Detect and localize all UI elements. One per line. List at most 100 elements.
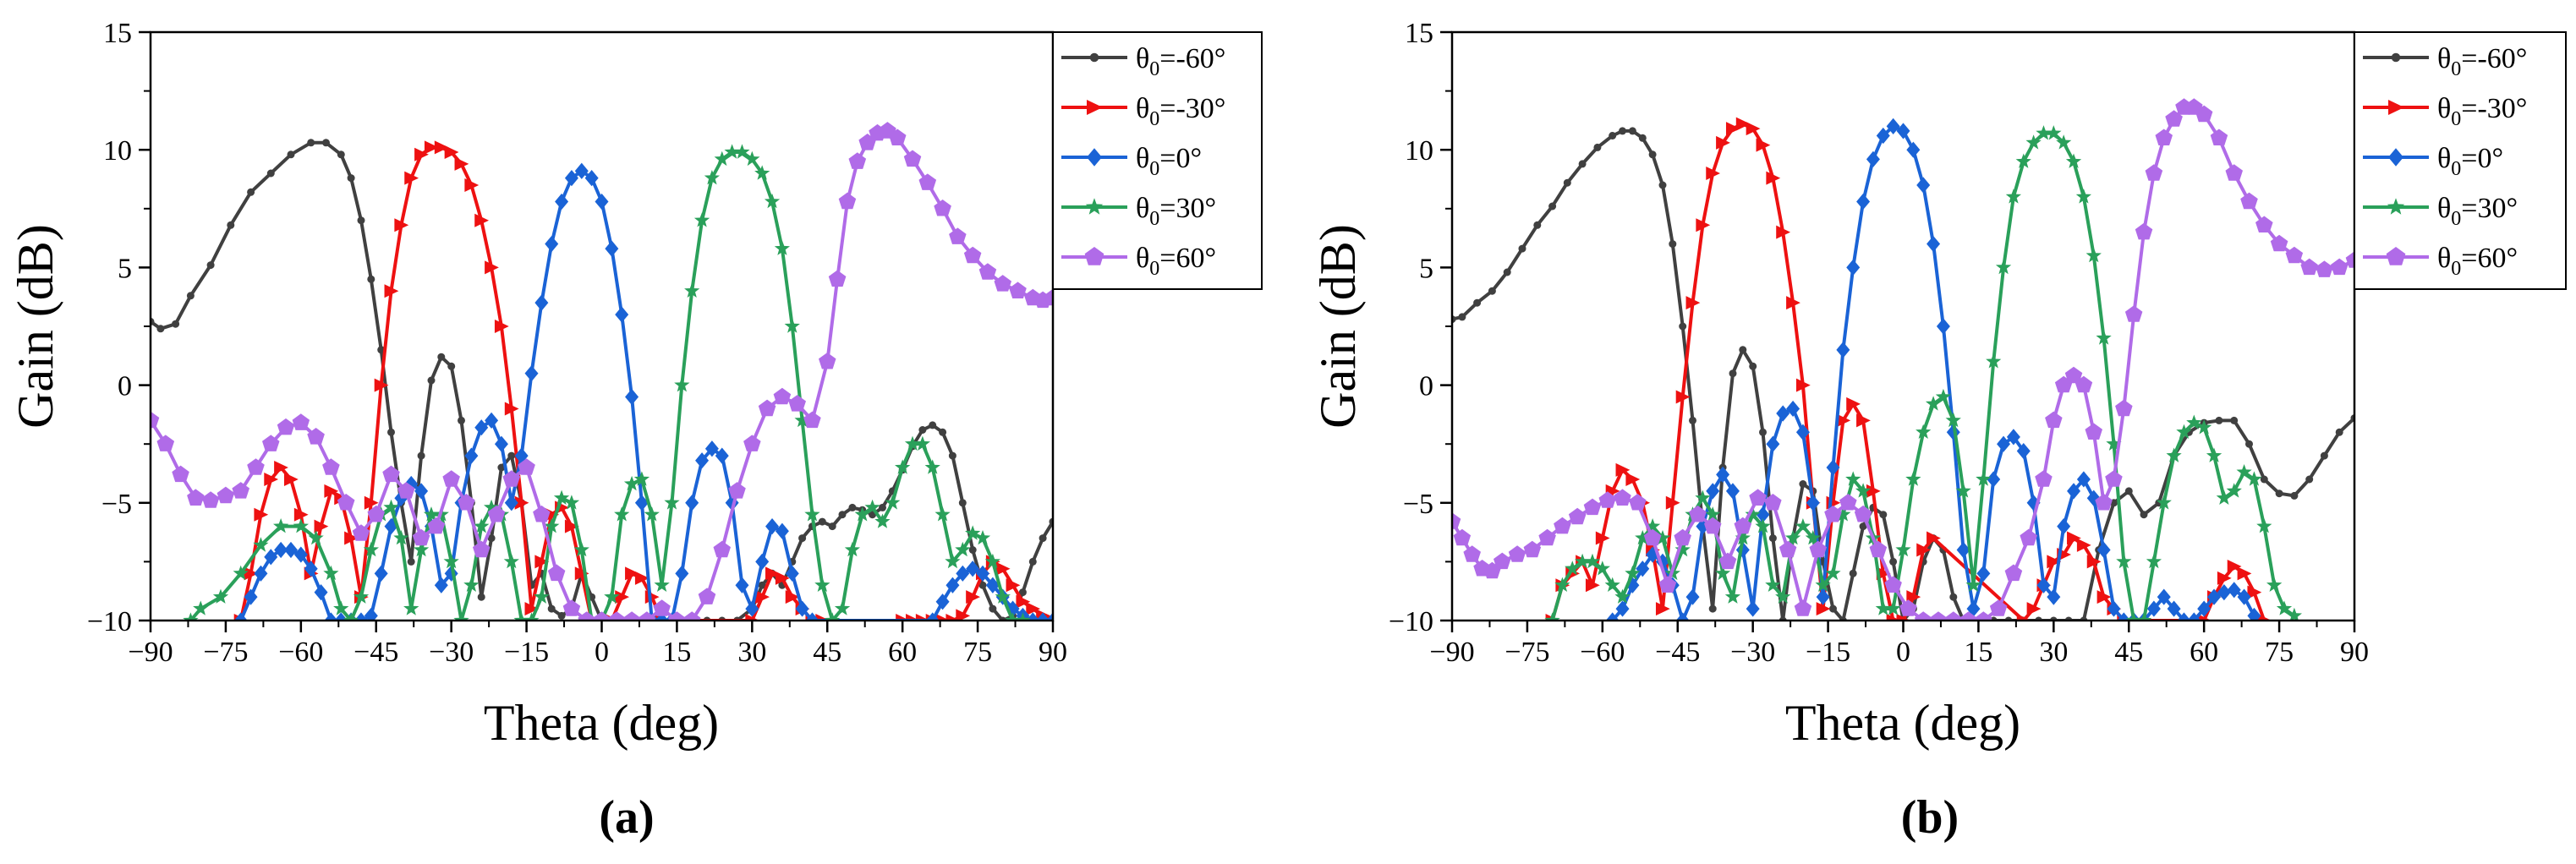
data-point: [1746, 122, 1761, 136]
data-point: [442, 470, 460, 487]
data-point: [487, 534, 496, 543]
data-point: [547, 564, 566, 582]
data-point: [1704, 517, 1722, 534]
legend-label: θ0=-30°: [1136, 93, 1225, 130]
legend-marker: [2388, 148, 2403, 167]
legend-a: θ0=-60°θ0=-30°θ0=0°θ0=30°θ0=60°: [1052, 31, 1263, 290]
data-point: [1675, 390, 1691, 404]
data-point: [1959, 611, 1977, 621]
data-point: [2064, 366, 2083, 384]
data-point: [2146, 553, 2162, 569]
data-point: [307, 139, 315, 147]
data-point: [974, 530, 991, 545]
x-tick-label: −15: [1806, 637, 1850, 668]
data-point: [675, 565, 689, 582]
data-point: [1927, 235, 1941, 253]
data-point: [1755, 518, 1771, 533]
y-axis-label-b: Gain (dB): [1310, 224, 1366, 429]
data-point: [966, 561, 980, 577]
data-point: [828, 270, 847, 287]
data-point: [1679, 322, 1687, 331]
data-point: [343, 612, 359, 621]
data-point: [2256, 518, 2272, 533]
data-point: [487, 505, 506, 522]
data-point: [1849, 569, 1857, 577]
data-point: [949, 227, 967, 244]
data-point: [918, 173, 937, 190]
data-point: [1696, 518, 1710, 535]
data-point: [1749, 489, 1767, 506]
data-point: [814, 577, 830, 592]
data-point: [2186, 414, 2202, 429]
data-point: [764, 193, 781, 209]
data-point: [989, 604, 997, 613]
data-point: [1615, 462, 1631, 477]
data-point: [805, 612, 819, 621]
data-point: [879, 503, 886, 511]
data-point: [819, 353, 836, 369]
data-point: [1655, 553, 1669, 570]
data-point: [1975, 611, 1992, 621]
legend-subscript: 0: [2451, 158, 2461, 180]
data-point: [404, 171, 419, 185]
data-point: [564, 519, 579, 533]
data-point: [935, 593, 950, 610]
data-point: [2276, 600, 2293, 615]
data-point: [1695, 489, 1711, 505]
data-point: [945, 553, 961, 569]
data-point: [453, 612, 469, 621]
data-point: [1593, 143, 1602, 151]
data-point: [625, 388, 639, 406]
data-point: [293, 507, 309, 522]
data-point: [1625, 565, 1641, 581]
data-point: [674, 377, 690, 392]
data-point: [555, 193, 569, 211]
data-point: [2255, 216, 2273, 232]
data-point: [728, 482, 746, 499]
legend-label: θ0=30°: [2437, 193, 2518, 230]
data-point: [2165, 110, 2183, 127]
data-point: [1836, 413, 1851, 428]
x-tick-label: 60: [888, 637, 917, 668]
data-point: [156, 325, 165, 333]
data-point: [604, 588, 620, 604]
data-point: [825, 612, 841, 621]
data-point: [2106, 435, 2122, 451]
legend-label: θ0=-60°: [1136, 43, 1225, 80]
data-point: [544, 518, 560, 533]
data-point: [1725, 483, 1740, 500]
data-point: [383, 499, 399, 515]
data-point: [1916, 543, 1932, 557]
data-point: [2145, 164, 2163, 181]
data-point: [1795, 378, 1811, 392]
series-layer-a: [151, 122, 1053, 621]
legend-marker: [1089, 52, 1099, 63]
y-tick-label: 5: [118, 253, 132, 284]
data-point: [1766, 171, 1781, 185]
data-point: [1725, 122, 1740, 136]
data-point: [2245, 440, 2253, 448]
data-point: [2036, 125, 2052, 140]
legend-entry: θ0=60°: [2363, 243, 2518, 280]
data-point: [758, 399, 776, 417]
data-point: [2207, 588, 2222, 605]
data-point: [2237, 588, 2251, 605]
data-point: [1716, 466, 1730, 483]
data-point: [834, 600, 851, 615]
data-point: [1776, 225, 1791, 239]
data-point: [1916, 424, 1932, 439]
legend-value: =-60°: [2461, 43, 2527, 74]
data-point: [534, 588, 550, 604]
data-point: [1925, 396, 1942, 411]
x-tick-label: −75: [1504, 637, 1549, 668]
data-point: [477, 593, 485, 601]
data-point: [1716, 135, 1730, 150]
data-point: [1869, 540, 1888, 558]
data-point: [2167, 600, 2181, 617]
data-point: [758, 581, 766, 589]
data-point: [1949, 593, 1958, 601]
data-point: [364, 607, 378, 621]
data-point: [1836, 342, 1850, 358]
legend-entry: θ0=-60°: [1061, 43, 1225, 80]
data-point: [608, 611, 626, 621]
